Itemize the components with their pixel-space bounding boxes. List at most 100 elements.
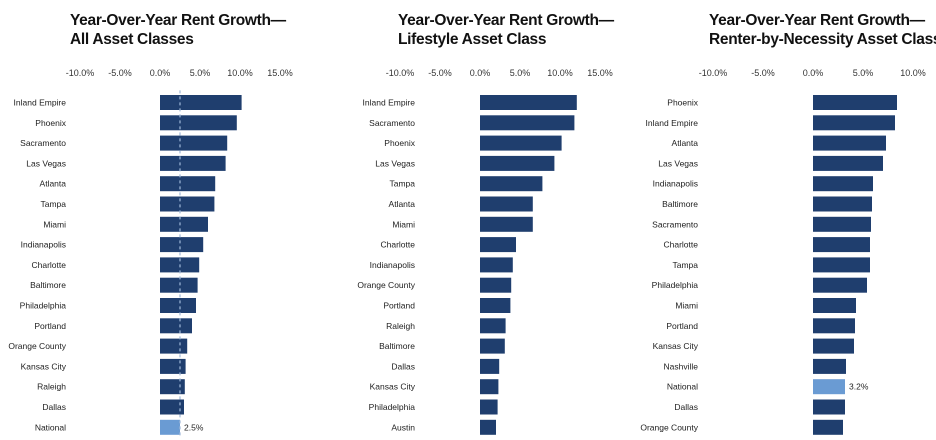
chart-1-x-tick-label: 10.0% — [227, 68, 253, 78]
chart-3-bar — [813, 95, 897, 110]
chart-1-x-tick-label: -10.0% — [66, 68, 95, 78]
chart-2-title-line-2: Lifestyle Asset Class — [398, 31, 547, 48]
chart-1-bar — [160, 277, 198, 293]
chart-1-category-label: Dallas — [42, 402, 66, 412]
chart-3-x-tick-label: 5.0% — [853, 68, 874, 78]
chart-3-x-tick-label: 0.0% — [803, 68, 824, 78]
chart-2-title-line-1: Year-Over-Year Rent Growth— — [398, 12, 614, 29]
chart-1-category-label: Portland — [34, 321, 66, 331]
chart-1-category-label: Indianapolis — [21, 240, 66, 250]
chart-1-category-label: Kansas City — [21, 361, 67, 371]
chart-2-bar — [480, 257, 513, 273]
chart-1-bar — [160, 298, 196, 313]
chart-3-x-tick-label: -10.0% — [699, 68, 728, 78]
chart-1-title-line-2: All Asset Classes — [70, 31, 194, 48]
chart-2-x-tick-label: -5.0% — [428, 68, 452, 78]
chart-1-title-line-1: Year-Over-Year Rent Growth— — [70, 12, 286, 29]
chart-2-bar — [480, 135, 562, 151]
chart-1-category-label: Raleigh — [37, 382, 66, 392]
chart-3-bar — [813, 196, 872, 212]
chart-1-x-tick-label: 5.0% — [190, 68, 211, 78]
chart-3-bar — [813, 338, 854, 354]
chart-2-category-label: Atlanta — [389, 199, 416, 209]
chart-3-category-label: Las Vegas — [658, 158, 698, 168]
chart-1-data-label: 2.5% — [184, 422, 204, 432]
chart-3-category-label: Nashville — [664, 361, 699, 371]
chart-3-category-label: Indianapolis — [653, 179, 698, 189]
chart-2-bar — [480, 196, 533, 212]
chart-3-bar — [813, 379, 845, 395]
chart-2-category-label: Inland Empire — [363, 98, 416, 108]
chart-2-bar — [480, 358, 500, 374]
chart-2-category-label: Portland — [383, 301, 415, 311]
chart-1-bar — [160, 155, 226, 171]
chart-2-category-label: Orange County — [357, 280, 415, 290]
chart-3-bar — [813, 358, 846, 374]
chart-3-bar — [813, 277, 867, 293]
chart-2-bar — [480, 298, 511, 313]
chart-2-bar — [480, 216, 533, 232]
chart-2-x-tick-label: 10.0% — [547, 68, 573, 78]
chart-3-bar — [813, 399, 845, 415]
chart-1-bar — [160, 196, 215, 212]
chart-1-category-label: Inland Empire — [14, 98, 67, 108]
chart-3-bar — [813, 318, 855, 334]
chart-2-x-tick-label: 5.0% — [510, 68, 531, 78]
chart-3-category-label: Inland Empire — [646, 118, 699, 128]
chart-2-bar — [480, 277, 512, 293]
chart-3-title-line-2: Renter-by-Necessity Asset Class — [709, 31, 936, 48]
chart-1-category-label: Tampa — [40, 199, 66, 209]
chart-1-bar — [160, 237, 204, 253]
chart-3-category-label: Atlanta — [672, 138, 699, 148]
chart-3-bar — [813, 216, 871, 232]
chart-3-category-label: Sacramento — [652, 219, 698, 229]
chart-1-bar — [160, 216, 208, 232]
chart-2-bar — [480, 95, 577, 110]
chart-2-bar — [480, 237, 516, 253]
chart-1-category-label: Phoenix — [35, 118, 66, 128]
chart-3-bar — [813, 237, 870, 253]
chart-1-title: Year-Over-Year Rent Growth— All Asset Cl… — [70, 11, 286, 49]
chart-1-x-tick-label: 15.0% — [267, 68, 293, 78]
chart-2-category-label: Tampa — [389, 179, 415, 189]
chart-2-category-label: Dallas — [391, 361, 415, 371]
chart-2-category-label: Phoenix — [384, 138, 415, 148]
chart-1-category-label: Miami — [43, 219, 66, 229]
chart-2-bar — [480, 176, 543, 192]
chart-3-category-label: Portland — [666, 321, 698, 331]
chart-3-category-label: Dallas — [674, 402, 698, 412]
chart-1-bar — [160, 399, 184, 415]
chart-1-category-label: Atlanta — [40, 179, 67, 189]
chart-2-category-label: Miami — [392, 219, 415, 229]
chart-2-x-tick-label: -10.0% — [386, 68, 415, 78]
chart-3-bar — [813, 257, 870, 273]
chart-1-category-label: Las Vegas — [26, 158, 66, 168]
chart-2-title: Year-Over-Year Rent Growth— Lifestyle As… — [398, 11, 614, 49]
chart-2-category-label: Indianapolis — [370, 260, 415, 270]
chart-1-x-tick-label: -5.0% — [108, 68, 132, 78]
chart-2-bar — [480, 338, 505, 354]
chart-2-category-label: Raleigh — [386, 321, 415, 331]
chart-3-category-label: Miami — [675, 301, 698, 311]
chart-3-category-label: Phoenix — [667, 98, 698, 108]
chart-3-bar — [813, 115, 895, 131]
chart-3-category-label: Charlotte — [664, 240, 699, 250]
chart-1-x-tick-label: 0.0% — [150, 68, 171, 78]
chart-2-category-label: Austin — [391, 422, 415, 432]
chart-2-bar — [480, 399, 498, 415]
chart-2-bar — [480, 318, 506, 334]
chart-2-category-label: Charlotte — [381, 240, 416, 250]
chart-1-category-label: Philadelphia — [20, 301, 67, 311]
chart-3-bar — [813, 176, 873, 192]
chart-1-bar — [160, 358, 186, 374]
chart-1-category-label: Orange County — [8, 341, 66, 351]
chart-3-bar — [813, 155, 883, 171]
chart-1-category-label: Sacramento — [20, 138, 66, 148]
chart-2-bar — [480, 115, 575, 131]
chart-2-x-tick-label: 0.0% — [470, 68, 491, 78]
chart-3-category-label: Orange County — [640, 422, 698, 432]
chart-1-bar — [160, 115, 237, 131]
chart-2-bar — [480, 155, 555, 171]
chart-1-bar — [160, 95, 242, 110]
